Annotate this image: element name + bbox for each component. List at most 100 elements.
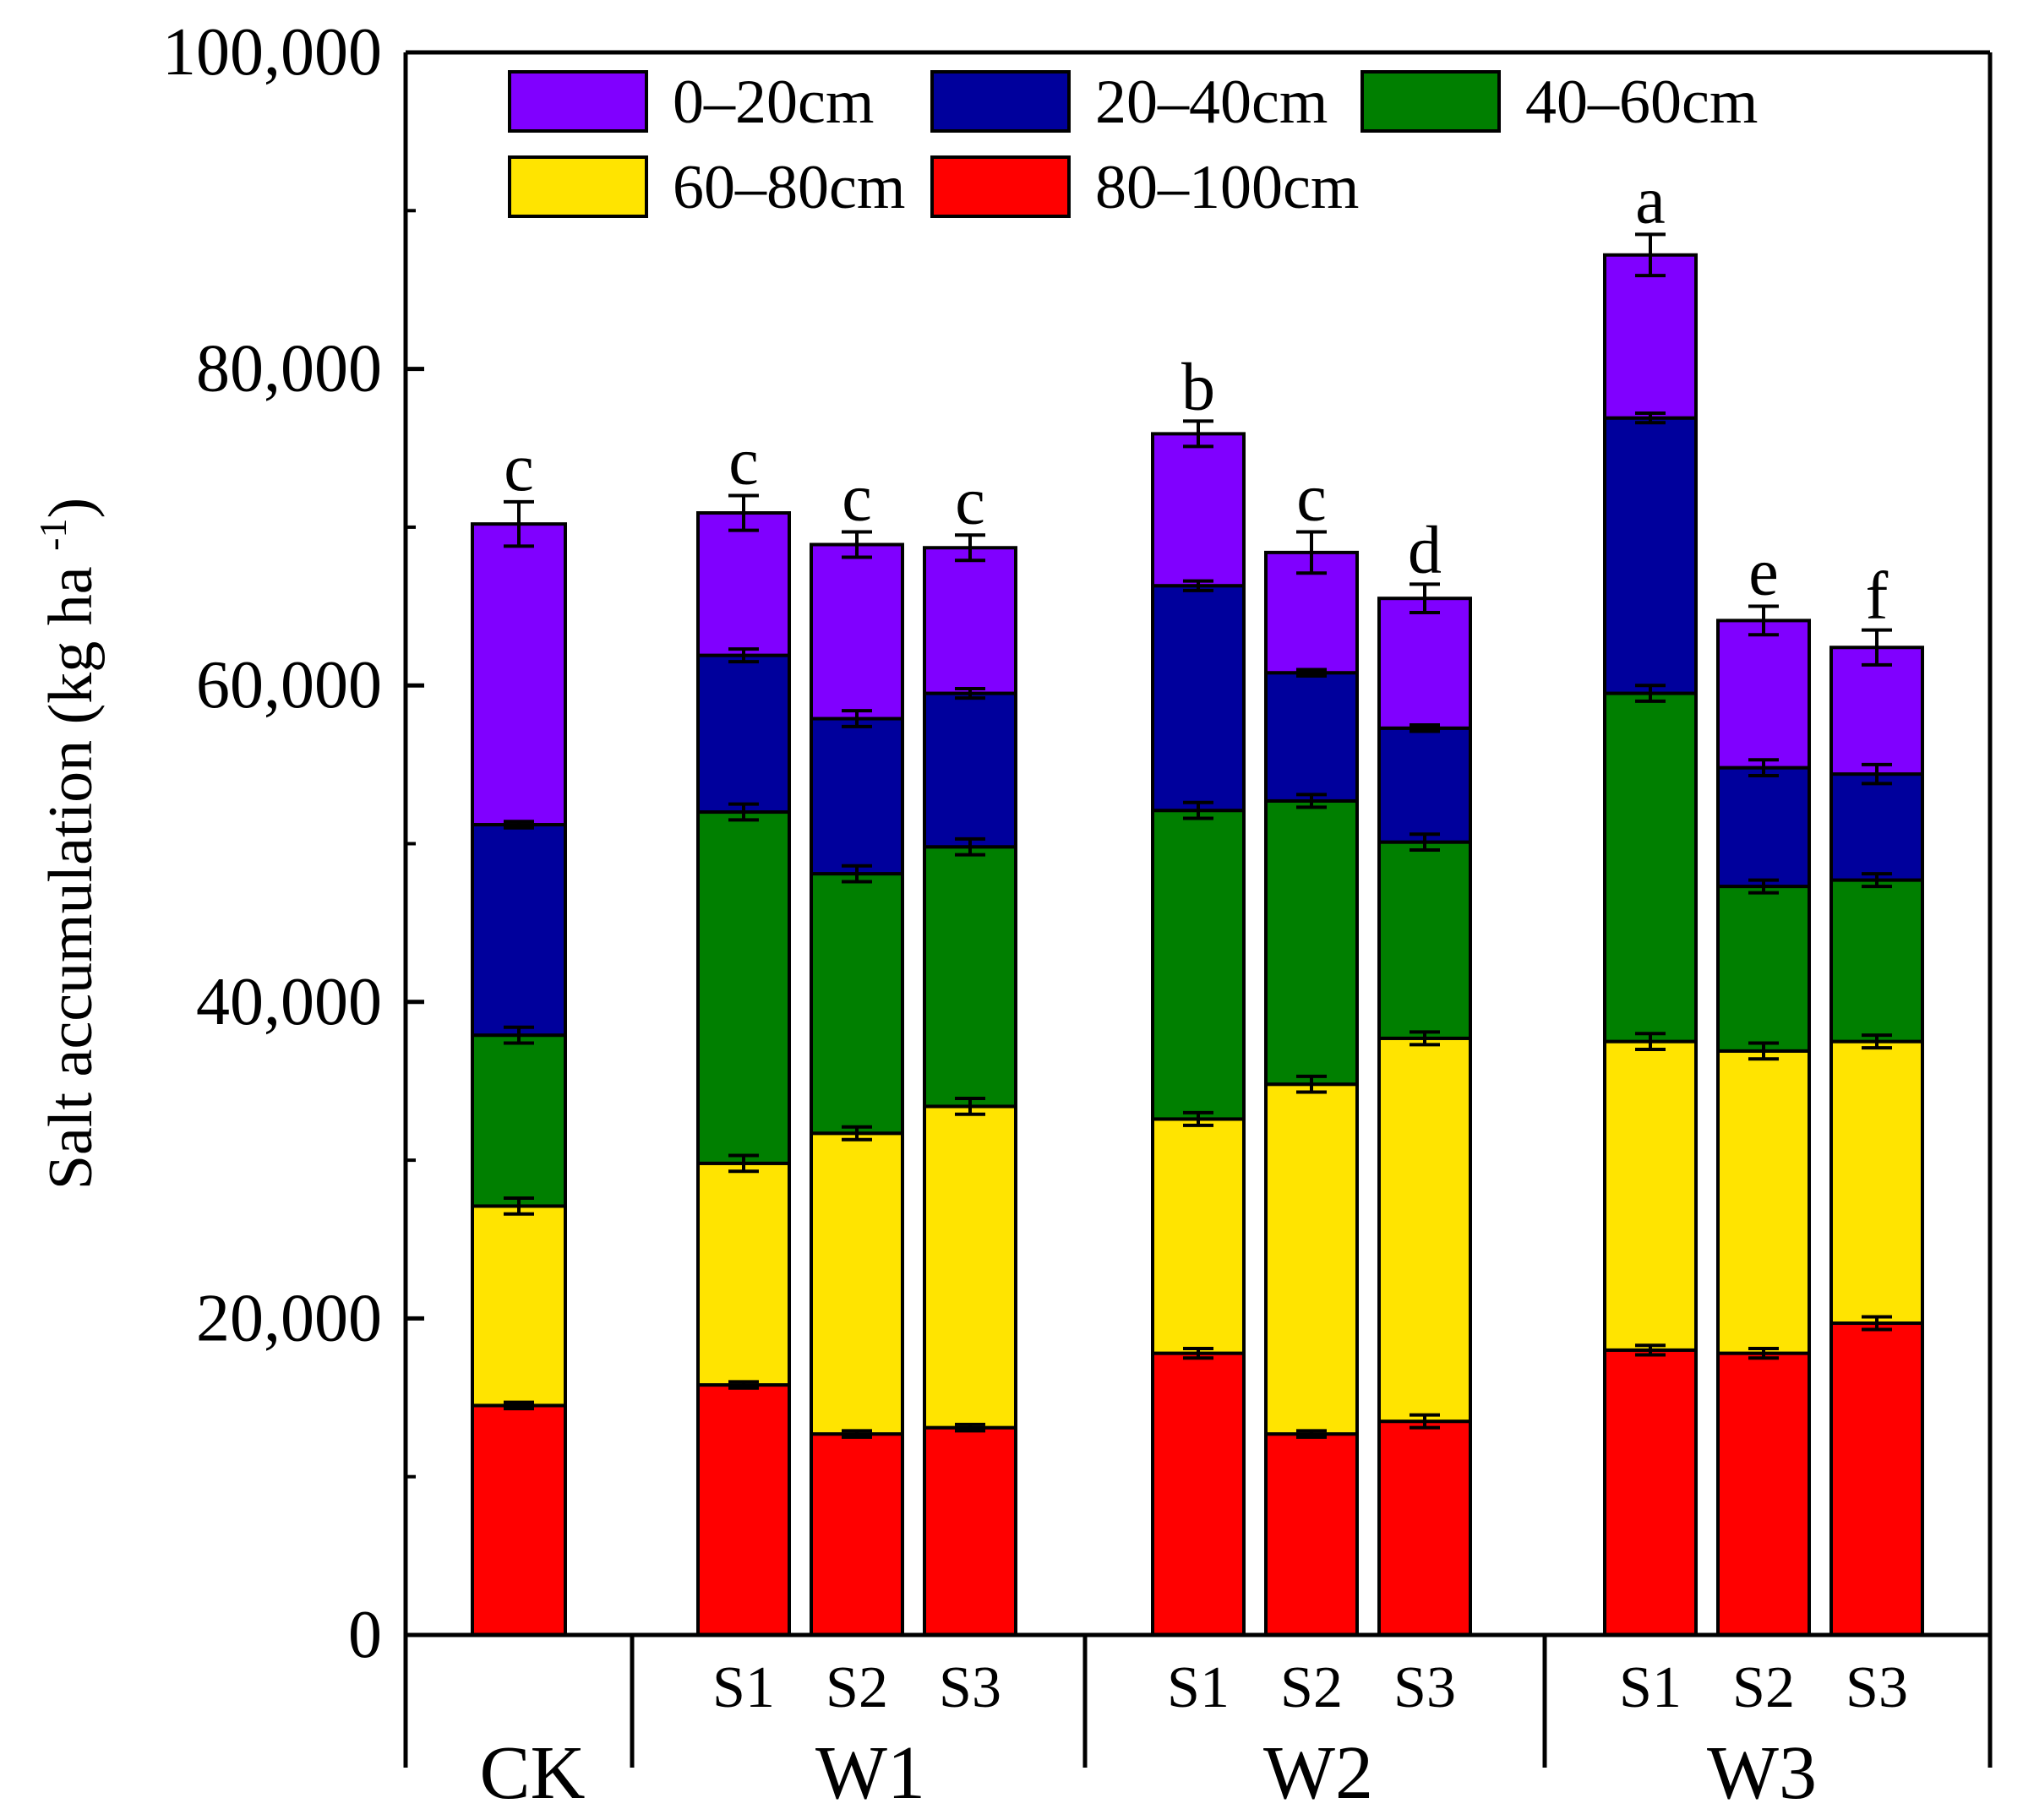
error-bar-W2S2-2 (1296, 793, 1327, 809)
error-bar-CK-4 (504, 499, 534, 548)
significance-letter: c (1296, 461, 1327, 536)
x-sub-label: S3 (1393, 1655, 1456, 1720)
x-sub-label: S2 (1732, 1655, 1795, 1720)
x-sub-label: S1 (712, 1655, 775, 1720)
error-bar-W2S1-4 (1183, 419, 1213, 449)
plot-area: c c c c b c d a e f 0 20,000 40,000 60,000 80,000 100,0… (31, 15, 1993, 1815)
bar-segment-W3S1-1 (1603, 1039, 1698, 1352)
bar-segment-W3S1-4 (1603, 253, 1698, 420)
legend-swatch (930, 155, 1071, 218)
error-bar-W1S1-3 (728, 647, 759, 664)
bar-segment-W2S1-0 (1151, 1351, 1246, 1637)
bar-segment-W2S2-1 (1264, 1082, 1359, 1436)
error-bar-W2S1-2 (1183, 800, 1213, 820)
bar-segment-W1S2-3 (810, 717, 904, 876)
error-bar-W3S2-0 (1748, 1346, 1779, 1360)
bar-segment-W3S1-2 (1603, 691, 1698, 1044)
bar-segment-W2S3-3 (1377, 726, 1472, 844)
x-group-label: W2 (1263, 1731, 1373, 1815)
error-bar-W2S3-0 (1410, 1413, 1440, 1430)
legend-label: 20–40cm (1095, 68, 1328, 137)
bar-segment-W3S2-2 (1716, 885, 1811, 1053)
bar-segment-W3S3-4 (1829, 646, 1924, 776)
significance-letter: e (1748, 536, 1779, 610)
error-bar-W1S2-3 (842, 709, 872, 728)
bar-segment-W1S3-4 (923, 546, 1017, 695)
x-group-label: CK (479, 1731, 585, 1815)
error-bar-W2S2-4 (1296, 530, 1327, 575)
legend-item-0: 0–20cm (508, 68, 874, 137)
error-bar-W1S3-0 (955, 1422, 985, 1433)
bar-segment-W1S3-0 (923, 1425, 1017, 1637)
error-bar-W3S2-3 (1748, 758, 1779, 777)
x-sub-label: S3 (1846, 1655, 1908, 1720)
bar-segment-W2S1-4 (1151, 432, 1246, 588)
legend-item-2: 40–60cm (1360, 68, 1758, 137)
error-bar-W1S3-3 (955, 686, 985, 700)
x-sub-label: S2 (1280, 1655, 1343, 1720)
legend-swatch (1360, 70, 1501, 133)
bar-segment-W2S2-2 (1264, 798, 1359, 1087)
error-bar-W1S2-0 (842, 1429, 872, 1439)
bar-segment-W2S3-4 (1377, 597, 1472, 730)
legend-label: 0–20cm (673, 68, 874, 137)
y-tick-label: 40,000 (196, 965, 382, 1039)
y-axis-title: Salt accumulation (kg ha -1) (31, 498, 106, 1190)
y-tick-label: 60,000 (196, 648, 382, 722)
bar-segment-W3S1-0 (1603, 1348, 1698, 1637)
bar-segment-W1S1-0 (696, 1383, 791, 1637)
error-bar-W3S2-2 (1748, 878, 1779, 895)
legend: 0–20cm 20–40cm 40–60cm 60–80cm 80–100cm (508, 68, 1758, 222)
bar-segment-W2S3-2 (1377, 840, 1472, 1040)
error-bar-W3S2-1 (1748, 1041, 1779, 1061)
error-bar-W3S3-4 (1862, 628, 1892, 667)
error-bar-W1S3-1 (955, 1097, 985, 1116)
error-bar-W1S2-1 (842, 1125, 872, 1142)
bar-segment-W1S3-3 (923, 691, 1017, 849)
significance-letter: a (1635, 163, 1666, 237)
bar-segment-W1S2-0 (810, 1432, 904, 1637)
error-bar-W2S1-3 (1183, 579, 1213, 592)
y-tick-label: 100,000 (162, 15, 382, 90)
bar-segment-W1S1-4 (696, 511, 791, 657)
legend-swatch (508, 155, 648, 218)
error-bar-W3S3-0 (1862, 1315, 1892, 1332)
legend-swatch (508, 70, 648, 133)
error-bar-CK-0 (504, 1400, 534, 1411)
bar-segment-W2S3-0 (1377, 1419, 1472, 1637)
bar-segment-W2S1-1 (1151, 1117, 1246, 1355)
legend-item-4: 80–100cm (930, 153, 1359, 222)
error-bar-W3S1-2 (1635, 684, 1666, 703)
error-bar-W1S3-4 (955, 533, 985, 563)
error-bar-W2S1-0 (1183, 1346, 1213, 1360)
bar-segment-W1S2-2 (810, 872, 904, 1136)
error-bar-CK-2 (504, 1025, 534, 1045)
error-bar-W1S3-2 (955, 836, 985, 857)
bar-segment-W2S2-3 (1264, 671, 1359, 803)
bar-segment-W2S2-0 (1264, 1432, 1359, 1637)
bar-segment-W3S2-3 (1716, 766, 1811, 889)
significance-letter: c (728, 424, 759, 499)
error-bar-W2S3-3 (1410, 723, 1440, 733)
bar-segment-W3S3-3 (1829, 772, 1924, 882)
error-bar-W2S3-4 (1410, 582, 1440, 615)
error-bar-W2S3-2 (1410, 832, 1440, 852)
error-bar-W1S1-2 (728, 802, 759, 822)
error-bar-W1S1-4 (728, 493, 759, 532)
x-sub-label: S2 (826, 1655, 888, 1720)
y-tick-label: 20,000 (196, 1281, 382, 1355)
bar-segment-W2S1-3 (1151, 584, 1246, 813)
significance-letter: b (1181, 350, 1215, 424)
y-tick-label: 0 (348, 1598, 382, 1672)
significance-letter: c (955, 464, 985, 538)
error-bar-CK-1 (504, 1196, 534, 1216)
legend-label: 60–80cm (673, 153, 905, 222)
error-bar-W3S1-1 (1635, 1032, 1666, 1051)
error-bar-W3S2-4 (1748, 604, 1779, 637)
x-group-label: W3 (1707, 1731, 1817, 1815)
bar-segment-W1S1-2 (696, 810, 791, 1165)
legend-item-1: 20–40cm (930, 68, 1328, 137)
bar-segment-W3S3-0 (1829, 1321, 1924, 1637)
bar-segment-CK-0 (471, 1403, 567, 1637)
